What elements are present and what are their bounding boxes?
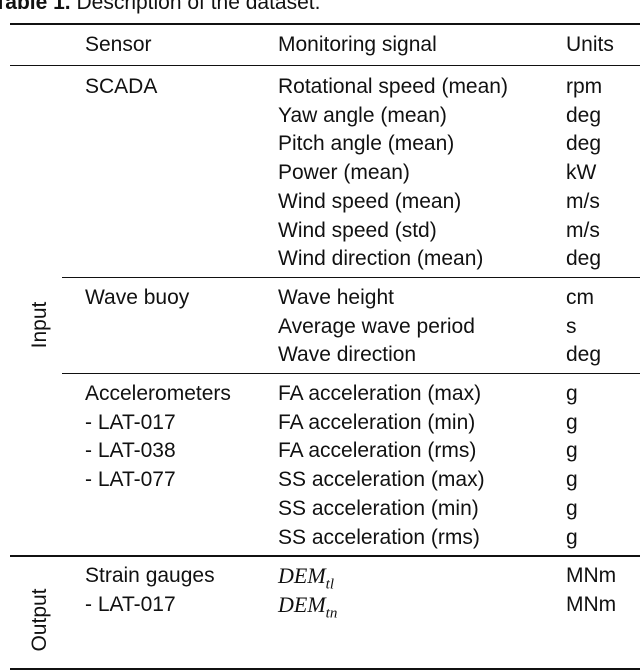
caption-text: Description of the dataset.: [76, 0, 321, 14]
signal-math: DEMtl: [278, 563, 334, 593]
units-label: MNm: [566, 592, 617, 616]
signal-label: FA acceleration (rms): [278, 439, 477, 463]
sensor-label: Strain gauges: [85, 564, 215, 588]
signal-label: Power (mean): [278, 161, 410, 185]
sensor-label: - LAT-017: [85, 410, 176, 434]
signal-label: Wave height: [278, 285, 394, 309]
signal-subscript: tn: [325, 605, 338, 622]
units-label: deg: [566, 343, 602, 367]
signal-label: Rotational speed (mean): [278, 75, 508, 98]
section-rule: [62, 373, 640, 374]
sensor-label: Wave buoy: [85, 285, 190, 309]
units-label: deg: [566, 247, 602, 271]
units-label: cm: [566, 285, 594, 309]
units-label: kW: [566, 161, 597, 185]
sensor-label: - LAT-017: [85, 592, 176, 616]
units-label: deg: [566, 132, 602, 156]
units-label: g: [566, 439, 578, 463]
signal-label: SS acceleration (max): [278, 468, 485, 492]
units-label: MNm: [566, 564, 617, 588]
units-label: s: [566, 314, 577, 338]
units-label: rpm: [566, 75, 603, 98]
signal-label: Average wave period: [278, 314, 475, 338]
units-label: g: [566, 525, 578, 549]
units-label: g: [566, 382, 578, 405]
top-rule: [10, 23, 640, 25]
sensor-label: - LAT-038: [85, 439, 176, 463]
sensor-label: - LAT-077: [85, 468, 176, 492]
units-label: m/s: [566, 189, 600, 213]
signal-subscript: tl: [325, 576, 334, 593]
signal-label: SS acceleration (rms): [278, 525, 480, 549]
section-rule: [62, 276, 640, 278]
signal-label: Wind direction (mean): [278, 247, 484, 271]
header-rule: [10, 65, 640, 66]
signal-label: SS acceleration (min): [278, 496, 479, 520]
header-signal: Monitoring signal: [278, 33, 437, 56]
caption-label: Table 1.: [0, 0, 71, 14]
units-label: g: [566, 496, 578, 520]
signal-label: Pitch angle (mean): [278, 132, 455, 156]
sensor-label: Accelerometers: [85, 382, 231, 405]
header-units: Units: [566, 33, 614, 56]
units-label: deg: [566, 103, 602, 127]
table-caption: Table 1. Description of the dataset.: [0, 0, 320, 15]
signal-label: FA acceleration (min): [278, 410, 476, 434]
signal-label: Wind speed (std): [278, 218, 437, 242]
signal-label: Yaw angle (mean): [278, 103, 447, 127]
group-label: Output: [28, 588, 51, 652]
signal-label: Wind speed (mean): [278, 189, 462, 213]
group-label: Input: [28, 301, 51, 348]
signal-label: Wave direction: [278, 343, 417, 367]
signal-label: FA acceleration (max): [278, 382, 482, 405]
signal-math: DEMtn: [278, 591, 338, 622]
header-sensor: Sensor: [85, 33, 152, 56]
units-label: g: [566, 410, 578, 434]
group-rule: [10, 555, 640, 557]
units-label: g: [566, 468, 578, 492]
sensor-label: SCADA: [85, 75, 158, 98]
units-label: m/s: [566, 218, 600, 242]
